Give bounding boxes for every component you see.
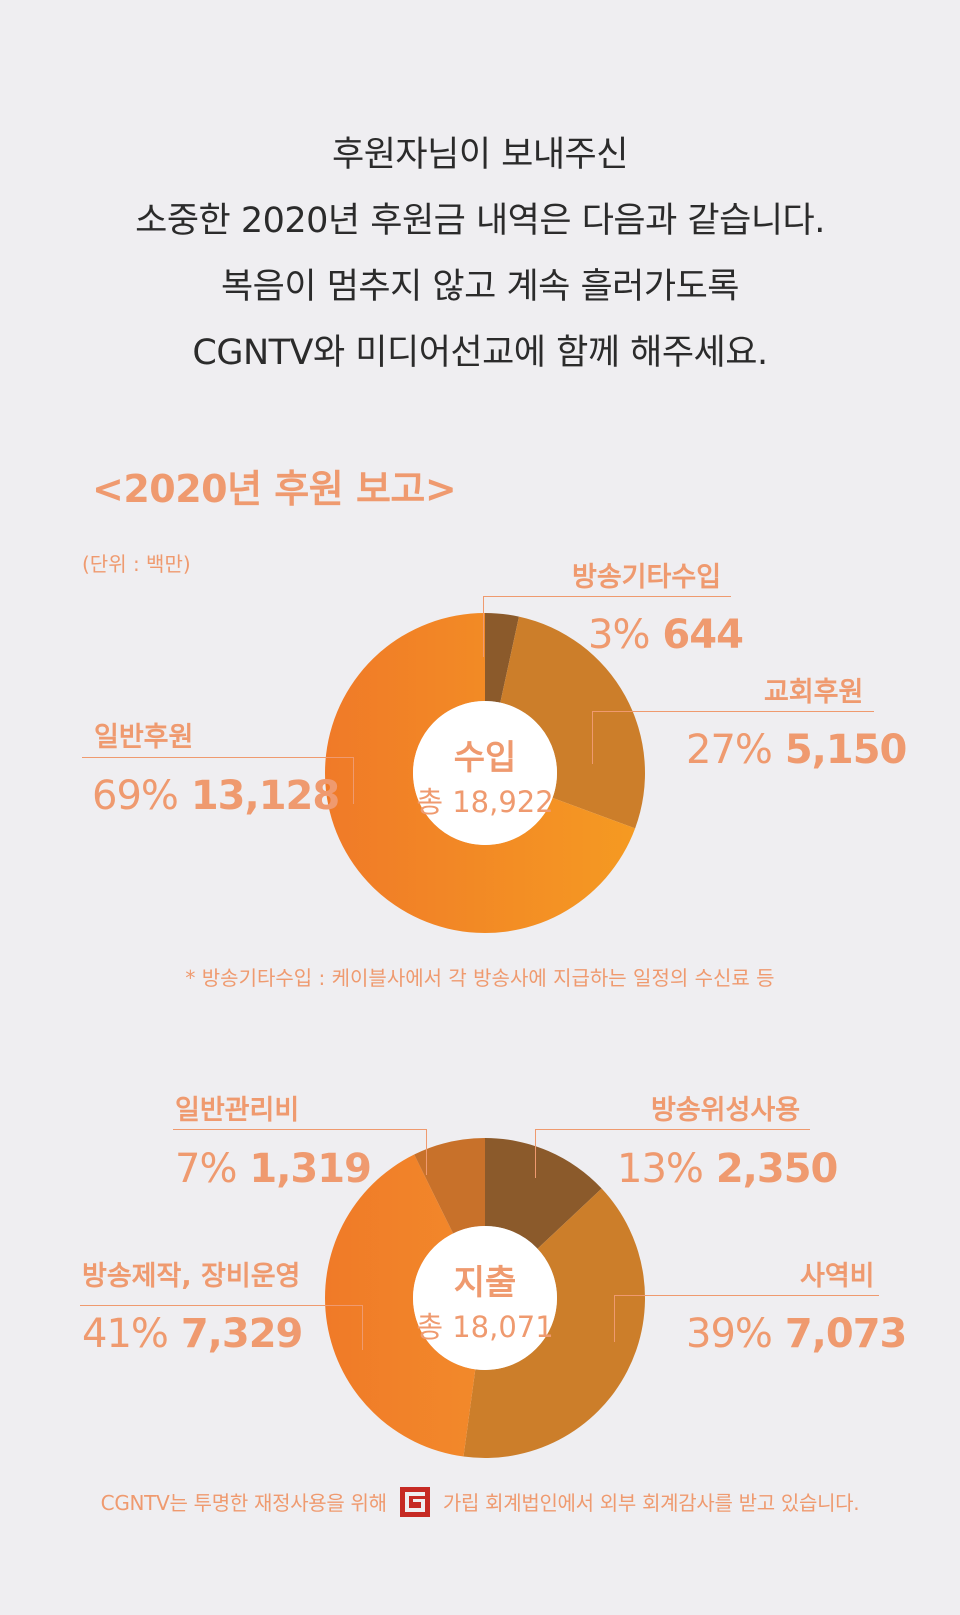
label-production-equipment: 방송제작, 장비운영 <box>82 1254 300 1293</box>
report-title: <2020년 후원 보고> <box>92 458 456 513</box>
leader-line-general-support <box>82 757 354 804</box>
label-general-admin: 일반관리비 <box>175 1088 299 1127</box>
leader-line-satellite-usage <box>535 1129 810 1178</box>
label-church-support: 교회후원 <box>764 670 863 709</box>
label-satellite-usage: 방송위성사용 <box>651 1088 800 1127</box>
footer-text-before: CGNTV는 투명한 재정사용을 위해 <box>101 1491 387 1515</box>
expense-center-total: 총 18,071 <box>400 1304 570 1346</box>
leader-line-ministry-expense <box>614 1295 879 1342</box>
accounting-firm-logo-icon <box>399 1486 431 1523</box>
intro-line-4: CGNTV와 미디어선교에 함께 해주세요. <box>0 320 960 386</box>
footer-text-after: 가립 회계법인에서 외부 회계감사를 받고 있습니다. <box>443 1491 859 1515</box>
intro-line-2: 소중한 2020년 후원금 내역은 다음과 같습니다. <box>0 188 960 254</box>
label-broadcast-other-income: 방송기타수입 <box>572 555 721 594</box>
income-center-total: 총 18,922 <box>405 779 565 821</box>
label-ministry-expense: 사역비 <box>800 1254 875 1293</box>
expense-center-title: 지출 <box>400 1255 570 1304</box>
expense-center: 지출 총 18,071 <box>400 1255 570 1346</box>
leader-line-church-support <box>592 711 874 764</box>
label-general-support: 일반후원 <box>94 715 193 754</box>
leader-line-production-equipment <box>80 1305 363 1350</box>
intro-message: 후원자님이 보내주신 소중한 2020년 후원금 내역은 다음과 같습니다. 복… <box>0 122 960 386</box>
footnote-broadcast-other-income: * 방송기타수입 : 케이블사에서 각 방송사에 지급하는 일정의 수신료 등 <box>0 962 960 991</box>
footer-note: CGNTV는 투명한 재정사용을 위해 가립 회계법인에서 외부 회계감사를 받… <box>0 1486 960 1523</box>
intro-line-3: 복음이 멈추지 않고 계속 흘러가도록 <box>0 254 960 320</box>
leader-line-broadcast-other-income <box>483 596 731 657</box>
income-center: 수입 총 18,922 <box>405 730 565 821</box>
intro-line-1: 후원자님이 보내주신 <box>0 122 960 188</box>
unit-note: (단위 : 백만) <box>82 548 191 577</box>
income-center-title: 수입 <box>405 730 565 779</box>
leader-line-general-admin <box>173 1129 427 1175</box>
